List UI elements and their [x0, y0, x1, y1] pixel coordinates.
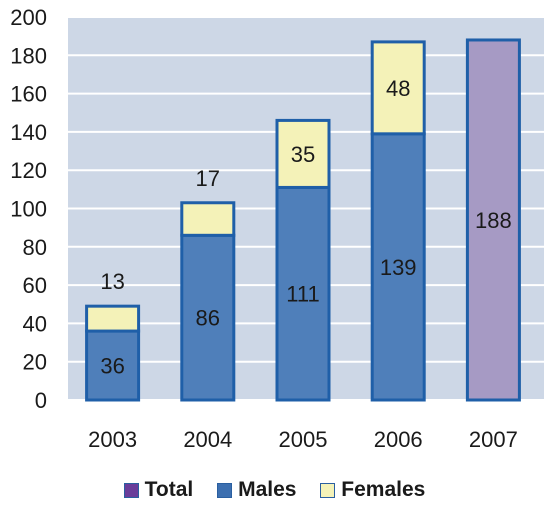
y-tick-label: 100	[10, 197, 47, 222]
y-tick-label: 20	[23, 350, 47, 375]
legend-item-males: Males	[217, 478, 296, 502]
bar-males-2006	[370, 132, 426, 402]
y-tick-label: 200	[10, 5, 47, 30]
legend-swatch-females	[320, 482, 336, 498]
legend-item-females: Females	[320, 478, 425, 502]
legend-swatch-males	[217, 482, 233, 498]
data-label-females-2004: 17	[196, 166, 220, 191]
bar-total-2007	[465, 38, 521, 402]
legend-label-total: Total	[144, 478, 194, 501]
y-tick-label: 60	[23, 273, 47, 298]
bars: 36 13 86 17 111 35 139 48 188	[85, 38, 521, 402]
legend-swatch-total	[123, 482, 139, 498]
legend-item-total: Total	[123, 478, 194, 502]
y-tick-label: 0	[35, 388, 47, 413]
x-axis-ticks: 2003 2004 2005 2006 2007	[88, 427, 518, 452]
data-label-males-2005: 111	[286, 282, 319, 307]
bar-females-2006	[370, 40, 426, 136]
legend-label-females: Females	[341, 478, 426, 501]
bar-females-2003	[85, 304, 141, 333]
bar-males-2004	[180, 233, 236, 402]
y-tick-label: 40	[23, 311, 47, 336]
data-label-males-2003: 36	[100, 354, 124, 379]
y-tick-label: 120	[10, 158, 47, 183]
y-tick-label: 80	[23, 235, 47, 260]
data-label-females-2003: 13	[100, 269, 124, 294]
y-tick-label: 180	[10, 43, 47, 68]
x-tick-label-2006: 2006	[374, 427, 423, 452]
x-tick-label-2007: 2007	[469, 427, 518, 452]
bar-males-2003	[85, 329, 141, 402]
data-label-females-2005: 35	[291, 142, 315, 167]
y-tick-label: 160	[10, 82, 47, 107]
legend: Total Males Females	[0, 478, 549, 504]
y-tick-label: 140	[10, 120, 47, 145]
x-tick-label-2003: 2003	[88, 427, 137, 452]
data-label-males-2006: 139	[380, 255, 417, 280]
bar-females-2005	[275, 118, 331, 189]
data-label-females-2006: 48	[386, 76, 410, 101]
legend-label-males: Males	[238, 478, 297, 501]
data-label-males-2004: 86	[196, 306, 220, 331]
bar-males-2005	[275, 185, 331, 402]
y-axis-ticks: 0 20 40 60 80 100 120 140 160 180 200	[10, 5, 47, 413]
bar-females-2004	[180, 201, 236, 237]
x-tick-label-2004: 2004	[183, 427, 232, 452]
x-tick-label-2005: 2005	[279, 427, 328, 452]
data-label-total-2007: 188	[475, 208, 512, 233]
